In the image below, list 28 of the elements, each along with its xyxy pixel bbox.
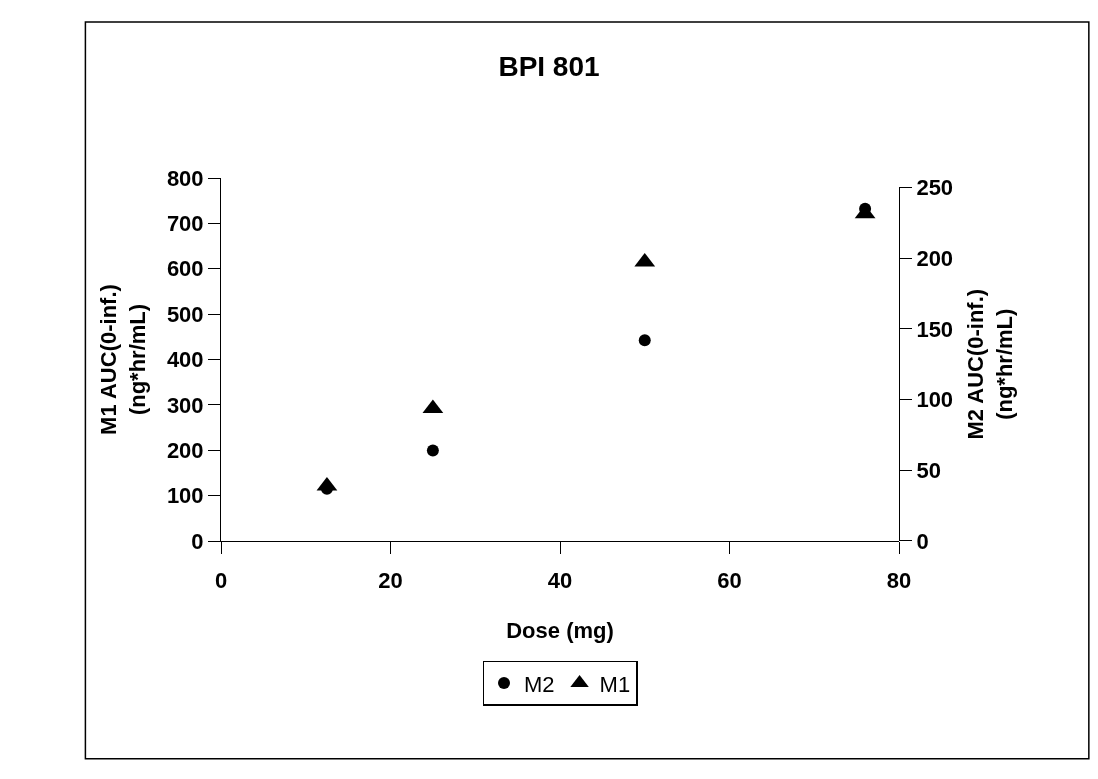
point — [426, 444, 439, 457]
legend-label: M1 — [599, 671, 631, 697]
y-tick-label: 0 — [191, 528, 204, 554]
y2-tick-label: 200 — [916, 245, 954, 271]
y-tick-label: 700 — [166, 211, 204, 237]
y2-axis-title: M2 AUC(0-inf.) (ng*hr/mL) — [963, 288, 1017, 440]
y-tick-label: 600 — [166, 256, 204, 282]
y-axis-title: M1 AUC(0-inf.) (ng*hr/mL) — [96, 284, 150, 435]
y-tick-label: 300 — [166, 392, 204, 418]
y-tick-label: 800 — [166, 165, 204, 191]
y2-tick-label: 150 — [916, 316, 954, 342]
y2-tick-label: 50 — [916, 457, 941, 483]
y-tick-label: 200 — [166, 437, 204, 463]
chart-title: BPI 801 — [498, 51, 600, 83]
x-tick-label: 60 — [717, 568, 742, 594]
x-tick-label: 20 — [378, 568, 403, 594]
x-tick-label: 80 — [886, 568, 912, 594]
x-tick-label: 40 — [547, 568, 573, 594]
point — [638, 334, 651, 347]
y2-tick-label: 250 — [916, 175, 954, 201]
y2-tick-label: 100 — [916, 387, 954, 413]
y-tick-label: 100 — [166, 483, 204, 509]
x-tick-label: 0 — [214, 568, 228, 594]
y-tick-label: 500 — [166, 301, 204, 327]
x-axis-title: Dose (mg) — [506, 618, 614, 644]
y2-tick-label: 0 — [916, 528, 929, 554]
y-tick-label: 400 — [166, 347, 204, 373]
legend-label: M2 — [524, 671, 555, 697]
